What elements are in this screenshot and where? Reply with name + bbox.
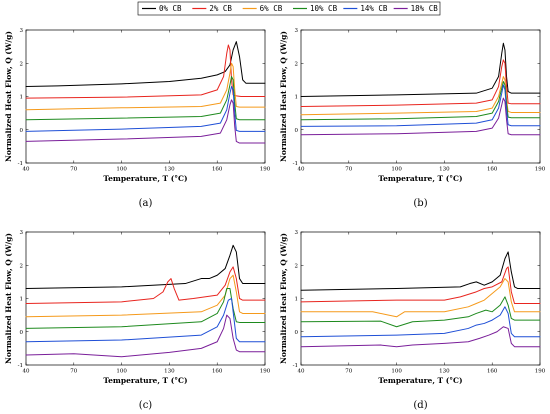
x-tick-label: 130 <box>439 369 450 375</box>
x-tick-label: 160 <box>487 167 498 173</box>
y-tick-label: 2 <box>20 61 24 67</box>
series-line <box>300 306 541 338</box>
x-axis-title: Temperature, T (°C) <box>103 376 187 385</box>
panel-label: (c) <box>139 400 153 411</box>
series-line <box>25 244 266 290</box>
x-tick-label: 100 <box>116 369 127 375</box>
series-line <box>300 59 541 107</box>
series-line <box>25 314 266 358</box>
x-tick-label: 40 <box>23 369 30 375</box>
legend-label: 18% CB <box>411 4 439 13</box>
x-tick-label: 40 <box>298 369 305 375</box>
series-line <box>300 76 541 116</box>
series-line <box>300 84 541 127</box>
x-tick-label: 70 <box>345 167 352 173</box>
legend-label: 10% CB <box>310 4 338 13</box>
x-tick-label: 70 <box>70 167 77 173</box>
legend-label: 0% CB <box>159 4 182 13</box>
legend-label: 2% CB <box>209 4 232 13</box>
y-tick-label: 1 <box>295 95 299 101</box>
series-line <box>300 42 541 97</box>
x-tick-label: 100 <box>116 167 127 173</box>
x-tick-label: 190 <box>535 369 546 375</box>
series-line <box>25 76 266 121</box>
legend-box <box>137 1 441 16</box>
y-tick-label: 3 <box>295 28 299 34</box>
y-tick-label: 1 <box>295 297 299 303</box>
y-axis-title: Normalized Heat Flow, Q (W/g) <box>279 233 288 364</box>
panel-label: (b) <box>413 198 427 209</box>
series-line <box>25 41 266 88</box>
legend-label: 14% CB <box>360 4 388 13</box>
x-tick-label: 190 <box>260 369 271 375</box>
series-line <box>300 81 541 121</box>
x-tick-label: 40 <box>298 167 305 173</box>
chart-panel: 40 70 100 130 160 190 -1 0 1 2 3 Temperature, T (°C… <box>279 230 546 411</box>
y-tick-label: 0 <box>295 330 299 336</box>
y-tick-label: 3 <box>295 230 299 236</box>
x-tick-label: 130 <box>439 167 450 173</box>
series-line <box>25 44 266 99</box>
series-line <box>300 97 541 136</box>
series-line <box>300 296 541 328</box>
x-tick-label: 130 <box>164 167 175 173</box>
x-tick-label: 40 <box>23 167 30 173</box>
y-axis-title: Normalized Heat Flow, Q (W/g) <box>279 31 288 162</box>
y-tick-label: -1 <box>293 161 298 167</box>
x-tick-label: 100 <box>391 369 402 375</box>
y-tick-label: 1 <box>20 95 24 101</box>
legend: 0% CB 2% CB 6% CB 10% CB 14% CB 18% CB <box>137 1 441 16</box>
series-line <box>25 274 266 318</box>
plot-frame <box>300 29 541 164</box>
y-tick-label: 2 <box>295 263 299 269</box>
y-tick-label: 2 <box>20 263 24 269</box>
series-line <box>25 298 266 343</box>
chart-panel: 40 70 100 130 160 190 -1 0 1 2 3 Temperature, T (°C… <box>279 28 546 209</box>
x-tick-label: 190 <box>260 167 271 173</box>
series-line <box>300 251 541 291</box>
y-tick-label: 3 <box>20 28 24 34</box>
series-line <box>25 99 266 144</box>
panel-label: (a) <box>139 198 153 209</box>
plot-frame <box>25 231 266 366</box>
x-axis-title: Temperature, T (°C) <box>378 376 462 385</box>
y-tick-label: -1 <box>18 363 23 369</box>
x-tick-label: 190 <box>535 167 546 173</box>
y-tick-label: 1 <box>20 297 24 303</box>
y-tick-label: 3 <box>20 230 24 236</box>
x-tick-label: 160 <box>487 369 498 375</box>
y-tick-label: -1 <box>18 161 23 167</box>
y-tick-label: 0 <box>295 128 299 134</box>
series-line <box>25 62 266 111</box>
x-tick-label: 100 <box>391 167 402 173</box>
x-axis-title: Temperature, T (°C) <box>378 174 462 183</box>
series-line <box>25 266 266 304</box>
y-tick-label: -1 <box>293 363 298 369</box>
y-axis-title: Normalized Heat Flow, Q (W/g) <box>4 233 13 364</box>
y-tick-label: 2 <box>295 61 299 67</box>
x-axis-title: Temperature, T (°C) <box>103 174 187 183</box>
series-line <box>300 326 541 348</box>
legend-label: 6% CB <box>260 4 283 13</box>
x-tick-label: 70 <box>70 369 77 375</box>
chart-panel: 40 70 100 130 160 190 -1 0 1 2 3 Temperature, T (°C… <box>4 28 271 209</box>
x-tick-label: 160 <box>212 369 223 375</box>
x-tick-label: 130 <box>164 369 175 375</box>
panel-label: (d) <box>413 400 427 411</box>
series-line <box>300 278 541 318</box>
y-axis-title: Normalized Heat Flow, Q (W/g) <box>4 31 13 162</box>
x-tick-label: 160 <box>212 167 223 173</box>
series-line <box>25 288 266 329</box>
x-tick-label: 70 <box>345 369 352 375</box>
y-tick-label: 0 <box>20 330 24 336</box>
chart-panel: 40 70 100 130 160 190 -1 0 1 2 3 Temperature, T (°C… <box>4 230 271 411</box>
y-tick-label: 0 <box>20 128 24 134</box>
series-line <box>25 86 266 132</box>
series-line <box>300 266 541 304</box>
